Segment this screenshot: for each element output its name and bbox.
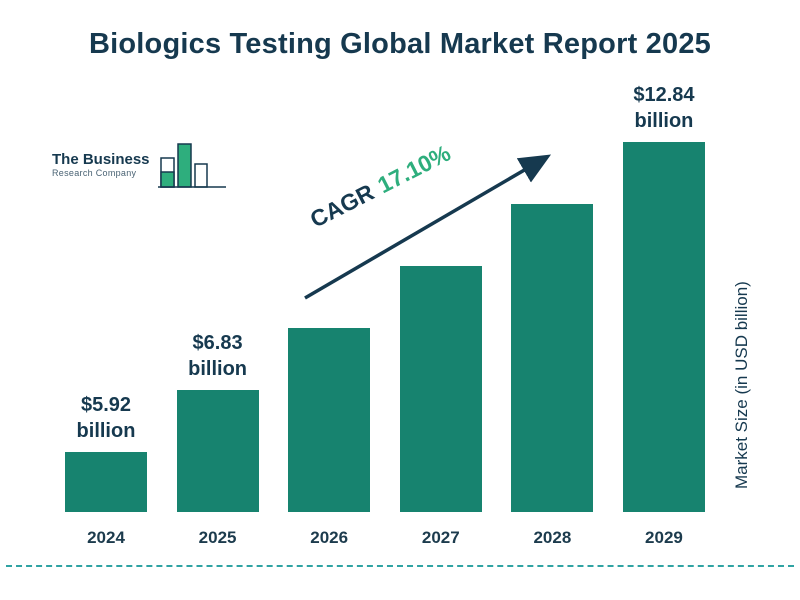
bar-column-2028 (511, 204, 594, 512)
bar-column-2029: $12.84 billion (622, 82, 705, 512)
x-tick-2028: 2028 (533, 528, 572, 547)
y-axis-label: Market Size (in USD billion) (732, 281, 751, 490)
x-tick-2027: 2027 (421, 528, 460, 547)
bar-2026 (288, 328, 371, 512)
company-logo-text: The Business Research Company (52, 151, 150, 178)
bar-value-label-2024: $5.92 billion (76, 394, 136, 442)
cagr-trend-arrow (304, 154, 552, 300)
bar-2024 (65, 452, 147, 512)
bar-column-2025: $6.83 billion (176, 330, 259, 512)
bar-2027 (399, 266, 482, 512)
bar-value-label-2029: $12.84 billion (633, 84, 695, 132)
x-tick-2029: 2029 (645, 528, 683, 547)
bar-2025 (176, 390, 259, 512)
logo-name: The Business (52, 150, 150, 168)
bar-column-2024: $5.92 billion (65, 392, 147, 512)
bar-chart-logo-icon (157, 143, 226, 188)
bar-2028 (511, 204, 594, 512)
logo-subname: Research Company (52, 167, 137, 178)
bottom-dashed-rule (6, 565, 794, 567)
x-tick-2026: 2026 (310, 528, 349, 547)
bar-2029 (622, 142, 705, 512)
x-axis-labels: 2024 2025 2026 2027 2028 2029 (65, 528, 705, 548)
x-tick-2025: 2025 (198, 528, 237, 547)
bar-column-2026 (288, 328, 371, 512)
bar-value-label-2025: $6.83 billion (188, 332, 248, 380)
x-tick-2024: 2024 (87, 528, 125, 547)
bars: $5.92 billion $6.83 billion $12.84 billion (65, 84, 705, 512)
bar-column-2027 (399, 266, 482, 512)
company-logo: The Business Research Company (52, 138, 228, 190)
page-title: Biologics Testing Global Market Report 2… (88, 28, 712, 60)
